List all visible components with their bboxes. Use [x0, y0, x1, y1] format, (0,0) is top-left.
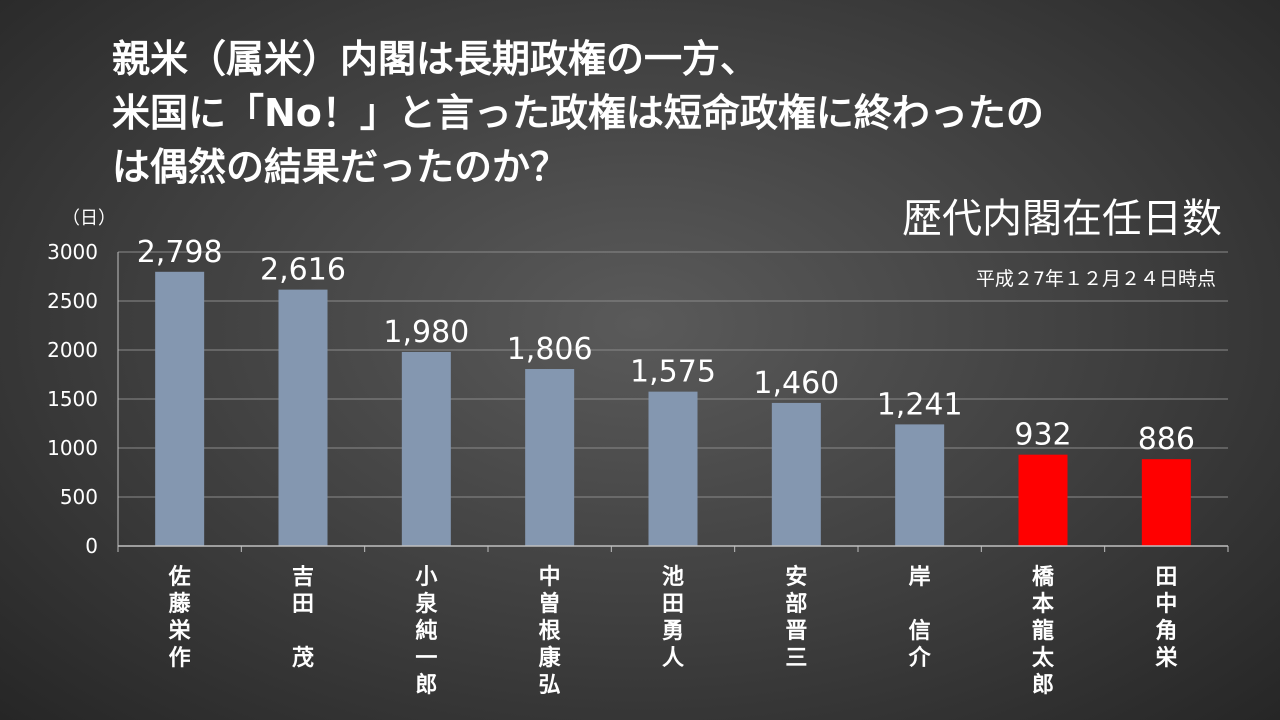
headline: 親米（属米）内閣は長期政権の一方、 米国に「No！」と言った政権は短命政権に終わ…	[112, 32, 1242, 194]
data-label: 1,806	[507, 332, 593, 367]
chart-title: 歴代内閣在任日数	[902, 196, 1222, 242]
y-tick-label: 0	[85, 534, 98, 558]
y-tick-label: 2500	[47, 289, 98, 313]
data-labels: 2,798 2,616 1,980 1,806 1,575 1,460 1,241 932 88…	[137, 235, 1195, 457]
data-label: 932	[1014, 418, 1071, 453]
data-label: 1,980	[383, 315, 469, 350]
bar	[525, 369, 575, 546]
data-label: 1,575	[630, 355, 716, 390]
data-label: 2,616	[260, 253, 346, 288]
headline-line-1: 親米（属米）内閣は長期政権の一方、	[112, 37, 759, 81]
bar	[895, 424, 945, 546]
y-tick-label: 1000	[47, 436, 98, 460]
date-note: 平成２7年１２月２４日時点	[975, 268, 1216, 290]
data-label: 2,798	[137, 235, 223, 270]
x-tick-label: 小泉純一郎	[415, 565, 438, 698]
bar	[648, 391, 698, 546]
data-label: 1,460	[753, 366, 839, 401]
x-tick-label: 安部晋三	[785, 564, 807, 671]
axes	[117, 252, 1229, 552]
y-tick-label: 500	[60, 485, 98, 509]
y-axis-ticks: 0 500 1000 1500 2000 2500 3000	[47, 240, 98, 558]
x-tick-label: 岸 信介	[908, 565, 932, 671]
y-axis-unit-label: （日）	[62, 208, 116, 229]
x-tick-label: 中曽根康弘	[539, 565, 562, 698]
y-tick-label: 3000	[47, 240, 98, 264]
x-tick-label: 橋本龍太郎	[1032, 565, 1055, 698]
bar	[278, 289, 328, 546]
bars	[155, 271, 1191, 546]
x-tick-label: 池田勇人	[662, 565, 684, 671]
bar	[771, 402, 821, 546]
x-tick-label: 田中角栄	[1154, 565, 1178, 671]
data-label: 1,241	[877, 387, 963, 422]
bar	[1141, 459, 1191, 546]
y-tick-label: 2000	[47, 338, 98, 362]
headline-line-2: 米国に「No！」と言った政権は短命政権に終わったの	[112, 91, 1044, 135]
data-label: 886	[1138, 422, 1195, 457]
bar	[155, 271, 205, 546]
headline-line-3: は偶然の結果だったのか？	[112, 145, 569, 189]
y-tick-label: 1500	[47, 387, 98, 411]
bar	[1018, 454, 1068, 546]
bar	[401, 351, 451, 546]
x-axis-labels: 佐藤栄作 吉田 茂 小泉純一郎 中曽根康弘 池田勇人 安部晋三 岸 信介 橋本龍太郎 田中角栄	[168, 564, 1179, 698]
x-tick-label: 吉田 茂	[292, 564, 314, 671]
x-tick-label: 佐藤栄作	[168, 564, 192, 671]
